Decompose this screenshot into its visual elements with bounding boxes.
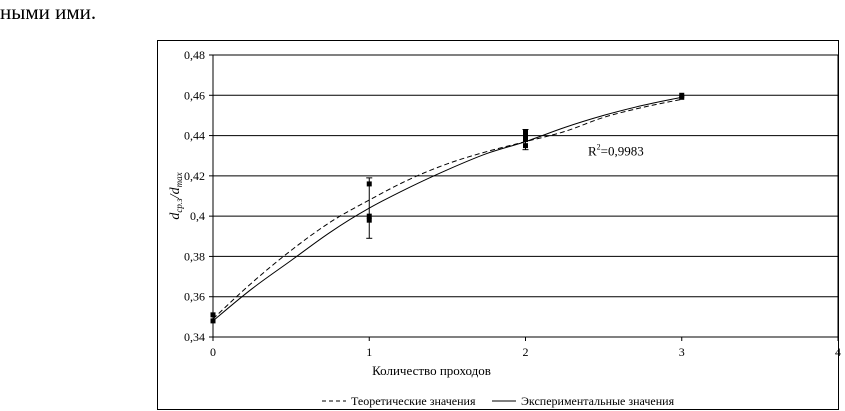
y-axis-ticks: 0,34 0,36 0,38 0,4 0,42 0,44 0,46 0,48 bbox=[184, 48, 213, 344]
y-tick-label: 0,48 bbox=[184, 48, 205, 62]
data-markers bbox=[210, 92, 685, 324]
r-squared-annotation: R2=0,9983 bbox=[588, 143, 644, 159]
x-axis-ticks: 0 1 2 3 4 bbox=[210, 337, 841, 359]
r2-base: R bbox=[588, 144, 597, 159]
y-tick-label: 0,34 bbox=[184, 330, 205, 344]
plot-area bbox=[212, 54, 839, 338]
x-tick-label: 0 bbox=[210, 345, 216, 359]
x-axis-label: Количество проходов bbox=[372, 363, 491, 378]
data-point bbox=[523, 143, 528, 149]
data-point bbox=[366, 217, 372, 223]
series-lines bbox=[212, 96, 682, 322]
y-label-sub2: max bbox=[174, 172, 184, 187]
data-point bbox=[679, 94, 685, 100]
r2-rest: =0,9983 bbox=[601, 144, 644, 159]
data-point bbox=[210, 318, 216, 324]
r2-sup: 2 bbox=[597, 143, 601, 152]
x-tick-label: 4 bbox=[835, 345, 841, 359]
y-tick-label: 0,42 bbox=[184, 169, 205, 183]
data-point bbox=[523, 137, 528, 143]
legend: Теоретические значения Экспериментальные… bbox=[322, 394, 675, 408]
data-point bbox=[366, 213, 372, 219]
y-tick-label: 0,44 bbox=[184, 129, 205, 143]
y-axis-label: dср.з/dmax bbox=[168, 172, 184, 219]
y-tick-label: 0,38 bbox=[184, 249, 205, 263]
grid-lines bbox=[213, 94, 838, 298]
series-line-experimental bbox=[212, 96, 682, 322]
preceding-text: ными ими. bbox=[0, 0, 97, 24]
y-tick-label: 0,4 bbox=[190, 209, 205, 223]
x-tick-label: 2 bbox=[523, 345, 529, 359]
x-tick-label: 1 bbox=[366, 345, 372, 359]
legend-label-theoretical: Теоретические значения bbox=[351, 394, 476, 408]
data-point bbox=[523, 133, 528, 139]
series-line-theoretical bbox=[212, 98, 682, 320]
data-point bbox=[210, 312, 216, 318]
y-label-mid: /d bbox=[168, 186, 183, 199]
y-label-main: d bbox=[168, 212, 183, 220]
x-tick-label: 3 bbox=[679, 345, 685, 359]
y-tick-label: 0,36 bbox=[184, 290, 205, 304]
data-point bbox=[523, 129, 528, 135]
legend-label-experimental: Экспериментальные значения bbox=[521, 394, 675, 408]
error-bars bbox=[366, 129, 529, 239]
y-label-sub1: ср.з bbox=[174, 198, 184, 213]
data-point bbox=[366, 181, 372, 187]
y-tick-label: 0,46 bbox=[184, 88, 205, 102]
